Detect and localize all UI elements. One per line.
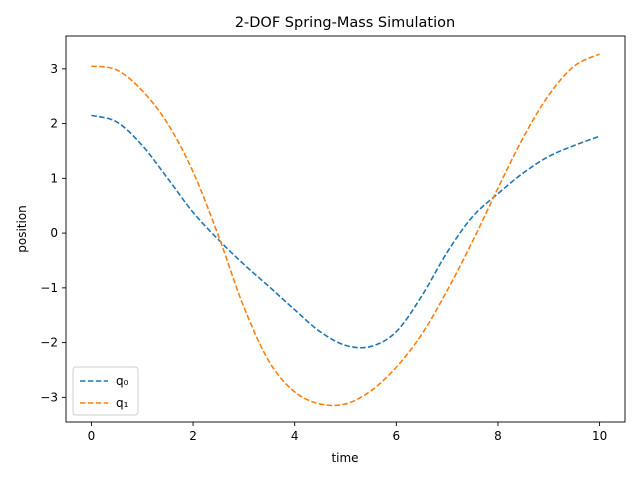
y-tick-label: −3 — [40, 390, 58, 404]
y-axis-title: position — [15, 205, 29, 253]
x-tick-label: 8 — [494, 429, 502, 443]
series-lines — [91, 53, 600, 407]
y-tick-label: −1 — [40, 281, 58, 295]
x-axis-title: time — [331, 451, 358, 465]
y-tick-label: −2 — [40, 336, 58, 350]
x-tick-label: 4 — [291, 429, 299, 443]
x-tick-label: 0 — [88, 429, 96, 443]
legend: q₀ q₁ — [72, 366, 139, 416]
y-tick-label: 2 — [50, 117, 58, 131]
y-tick-label: 3 — [50, 62, 58, 76]
chart-title: 2-DOF Spring-Mass Simulation — [235, 15, 455, 31]
x-tick-label: 10 — [592, 429, 607, 443]
series-line-q0 — [91, 114, 600, 349]
axes-frame — [65, 35, 626, 423]
x-tick-label: 2 — [189, 429, 197, 443]
series-line-q1 — [91, 53, 600, 407]
y-tick-label: 1 — [50, 171, 58, 185]
legend-label-q0: q₀ — [116, 374, 129, 388]
y-tick-label: 0 — [50, 226, 58, 240]
axis-ticks: 0 2 4 6 8 10 −3 −2 −1 0 1 2 3 — [40, 62, 607, 443]
legend-label-q1: q₁ — [116, 396, 129, 410]
x-tick-label: 6 — [392, 429, 400, 443]
